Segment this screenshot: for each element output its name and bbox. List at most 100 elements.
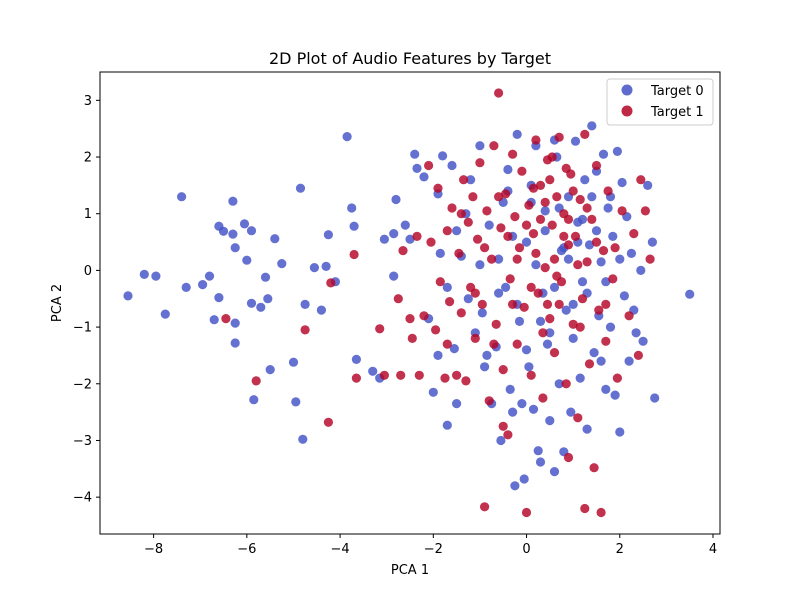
data-point-target-0 [638, 336, 648, 346]
data-point-target-0 [230, 243, 240, 253]
data-point-target-0 [291, 397, 301, 407]
data-point-target-0 [505, 384, 515, 394]
data-point-target-0 [316, 305, 326, 315]
data-point-target-0 [619, 291, 630, 301]
data-point-target-1 [535, 180, 546, 190]
data-point-target-0 [477, 308, 487, 318]
data-point-target-1 [498, 365, 508, 375]
data-point-target-0 [342, 132, 352, 142]
data-point-target-1 [575, 322, 585, 332]
data-point-target-0 [389, 229, 399, 239]
data-point-target-1 [501, 189, 511, 199]
x-tick-label: 4 [709, 542, 717, 557]
y-axis-label: PCA 2 [50, 284, 65, 322]
data-point-target-1 [538, 393, 548, 403]
data-point-target-1 [563, 452, 574, 463]
data-point-target-1 [491, 319, 501, 329]
data-point-target-0 [603, 203, 613, 213]
data-point-target-0 [463, 294, 473, 304]
data-point-target-1 [412, 231, 422, 241]
data-point-target-1 [587, 214, 597, 224]
data-point-target-1 [559, 231, 569, 241]
data-point-target-1 [221, 314, 231, 324]
data-point-target-1 [582, 257, 592, 267]
data-point-target-1 [582, 203, 592, 213]
data-point-target-0 [601, 277, 611, 287]
x-tick-label: −6 [237, 542, 256, 557]
data-point-target-0 [447, 160, 457, 171]
data-point-target-1 [624, 311, 634, 321]
data-point-target-0 [510, 481, 520, 491]
data-point-target-1 [405, 314, 415, 324]
data-point-target-0 [389, 271, 399, 281]
data-point-target-0 [636, 265, 646, 275]
data-point-target-0 [379, 234, 389, 244]
data-point-target-0 [433, 350, 443, 360]
data-point-target-0 [596, 257, 606, 267]
data-point-target-1 [496, 223, 506, 233]
data-point-target-1 [477, 299, 487, 309]
data-point-target-1 [440, 373, 450, 383]
data-point-target-0 [577, 277, 588, 287]
data-point-target-1 [487, 254, 497, 264]
data-point-target-1 [489, 339, 499, 349]
data-point-target-1 [601, 336, 611, 346]
data-point-target-1 [470, 333, 480, 343]
data-point-target-0 [582, 424, 592, 434]
data-point-target-1 [512, 339, 522, 349]
data-point-target-0 [256, 302, 266, 312]
data-point-target-1 [617, 206, 627, 216]
data-point-target-0 [349, 221, 359, 231]
data-point-target-1 [533, 288, 543, 298]
data-point-target-1 [561, 379, 571, 389]
data-point-target-1 [542, 299, 553, 309]
chart-title: 2D Plot of Audio Features by Target [269, 49, 551, 68]
data-point-target-0 [214, 293, 224, 303]
data-point-target-1 [549, 348, 560, 358]
data-point-target-1 [435, 277, 445, 287]
data-point-target-1 [503, 430, 513, 440]
data-point-target-0 [198, 280, 208, 290]
data-point-target-1 [568, 319, 578, 329]
data-point-target-1 [636, 175, 646, 185]
data-point-target-0 [484, 220, 494, 230]
data-point-target-0 [204, 271, 215, 281]
data-point-target-0 [554, 379, 564, 389]
data-point-target-0 [643, 180, 653, 190]
data-point-target-1 [552, 192, 562, 202]
data-point-target-1 [573, 260, 583, 270]
data-point-target-1 [521, 507, 532, 518]
data-point-target-1 [459, 175, 469, 185]
y-axis: −4 −3 −2 −1 0 1 2 3 [73, 94, 100, 506]
data-point-target-0 [549, 282, 560, 292]
data-point-target-0 [503, 164, 513, 175]
data-point-target-0 [494, 254, 504, 264]
data-point-target-1 [351, 373, 361, 383]
data-point-target-0 [542, 339, 553, 349]
data-point-target-0 [549, 467, 560, 477]
data-point-target-0 [442, 282, 452, 292]
data-point-target-1 [570, 231, 581, 241]
data-point-target-1 [552, 271, 562, 281]
data-point-target-1 [528, 229, 539, 239]
data-point-target-1 [547, 152, 557, 162]
data-point-target-1 [507, 299, 518, 309]
data-point-target-1 [424, 160, 434, 171]
data-point-target-0 [545, 328, 555, 338]
data-point-target-0 [277, 259, 287, 269]
data-point-target-0 [246, 298, 257, 308]
data-point-target-1 [398, 246, 408, 256]
data-point-target-0 [540, 206, 550, 216]
data-point-target-0 [545, 416, 555, 426]
data-point-target-0 [535, 457, 546, 467]
y-tick-label: −1 [73, 321, 92, 336]
data-point-target-1 [545, 175, 555, 185]
data-point-target-1 [505, 274, 515, 284]
data-point-target-0 [507, 407, 518, 417]
data-point-target-0 [494, 288, 504, 298]
data-point-target-1 [456, 308, 466, 318]
data-point-target-1 [503, 231, 513, 241]
legend-label-target-0: Target 0 [650, 84, 704, 99]
data-point-target-1 [540, 263, 550, 273]
data-point-target-1 [612, 373, 623, 383]
